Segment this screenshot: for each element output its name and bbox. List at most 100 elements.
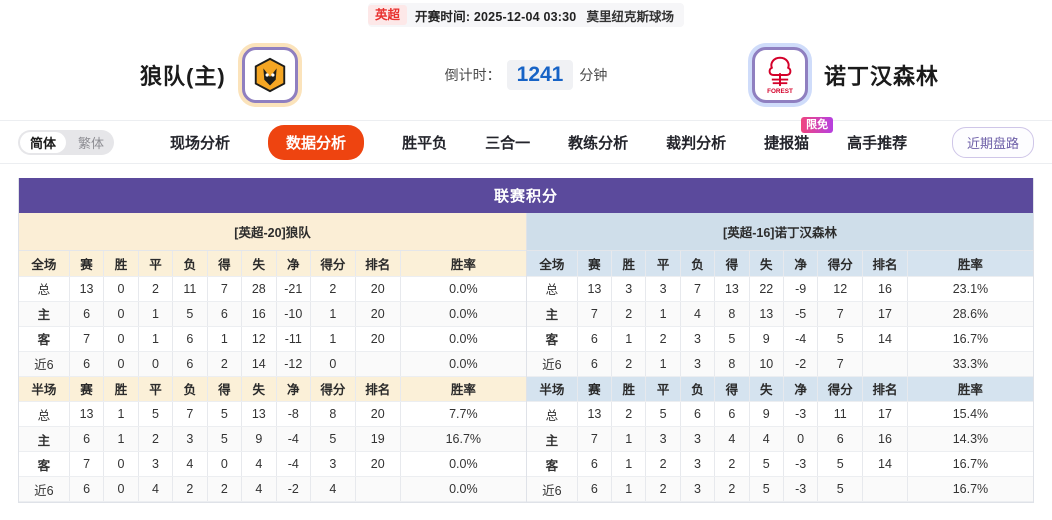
cell-4: 5 [207,426,243,452]
tab-win-draw-lose[interactable]: 胜平负 [402,134,448,152]
tab-jiebao-cat[interactable]: 捷报猫 限免 [764,116,834,153]
cell-0: 7 [69,451,105,477]
cell-1: 1 [611,451,647,477]
cell-1: 2 [611,351,647,377]
cell-5: 13 [749,301,784,327]
tab-three-in-one[interactable]: 三合一 [485,134,531,152]
cell-3: 3 [680,451,716,477]
column-header-5: 得 [714,251,750,277]
cell-3: 7 [680,276,716,302]
cell-6: -2 [276,476,311,502]
cell-8 [862,476,908,502]
table-row: 主 7 1 3 3 4 4 0 6 16 14.3% [527,426,1033,452]
column-header-8: 得分 [310,376,356,402]
cell-8: 20 [355,301,401,327]
column-header-6: 失 [749,376,784,402]
table-header-row: 半场赛胜平负得失净得分 排名 胜率 [527,376,1033,402]
tab-data-analysis[interactable]: 数据分析 [268,124,365,160]
cell-4: 7 [207,276,243,302]
cell-1: 1 [103,426,139,452]
cell-1: 0 [103,351,139,377]
cell-9: 23.1% [907,276,1033,302]
cell-8: 16 [862,426,908,452]
column-header-3: 平 [138,376,174,402]
cell-3: 3 [680,326,716,352]
cell-2: 5 [138,401,174,427]
cell-1: 1 [611,326,647,352]
cell-7: 2 [310,276,356,302]
language-toggle[interactable]: 简体 繁体 [18,129,115,155]
cell-5: 4 [241,476,277,502]
cell-3: 2 [172,476,208,502]
tab-live-analysis[interactable]: 现场分析 [170,134,231,152]
stats-table-home-fulltime: 全场赛胜平负得失净得分 排名 胜率总 13 0 2 11 7 28 -21 2 20 0.0% 主 6 0 1 5… [19,251,526,377]
cell-2: 0 [138,351,174,377]
lang-simplified[interactable]: 简体 [20,131,67,153]
table-row: 客 6 1 2 3 5 9 -4 5 14 16.7% [527,326,1033,352]
cell-0: 13 [69,276,105,302]
cell-7: 1 [310,326,356,352]
cell-4: 0 [207,451,243,477]
cell-0: 13 [69,401,105,427]
column-header-1: 赛 [577,251,613,277]
column-header-4: 负 [172,251,208,277]
cell-0: 6 [577,326,613,352]
cell-8: 17 [862,401,908,427]
column-header-10: 胜率 [907,251,1033,277]
cell-2: 2 [138,426,174,452]
cell-8: 20 [355,276,401,302]
league-standings-panel: 联赛积分 [英超-20]狼队 全场赛胜平负得失净得分 排名 胜率总 13 0 2 11 7 28… [18,178,1034,503]
cell-5: 16 [241,301,277,327]
cell-5: 9 [749,326,784,352]
cell-3: 3 [680,351,716,377]
row-label: 总 [527,401,578,427]
column-header-2: 胜 [103,251,139,277]
recent-odds-button[interactable]: 近期盘路 [951,126,1034,158]
column-header-10: 胜率 [400,251,526,277]
table-row: 总 13 2 5 6 6 9 -3 11 17 15.4% [527,401,1033,427]
home-team[interactable]: 狼队(主) [140,47,298,103]
cell-0: 6 [577,451,613,477]
away-standings: [英超-16]诺丁汉森林 全场赛胜平负得失净得分 排名 胜率总 13 3 3 7 13 22 -9… [526,213,1033,502]
cell-7: 5 [817,326,864,352]
column-header-6: 失 [749,251,784,277]
row-label: 主 [19,301,70,327]
cell-9: 16.7% [907,326,1033,352]
away-team[interactable]: FOREST 诺丁汉森林 [752,47,939,103]
cell-2: 2 [645,326,681,352]
cell-6: -11 [276,326,311,352]
column-header-3: 平 [138,251,174,277]
match-meta-row: 英超 开赛时间: 2025-12-04 03:30 莫里纽克斯球场 [0,0,1052,30]
column-header-7: 净 [783,251,819,277]
kickoff-time: 开赛时间: 2025-12-04 03:30 [415,9,577,24]
table-row: 近6 6 0 0 6 2 14 -12 0 0.0% [19,351,526,377]
cell-9: 0.0% [400,451,526,477]
cell-6: -12 [276,351,311,377]
lang-traditional[interactable]: 繁体 [78,135,105,151]
tab-coach-analysis[interactable]: 教练分析 [568,134,629,152]
cell-6: -3 [783,401,819,427]
tab-expert-picks[interactable]: 高手推荐 [847,134,908,152]
table-header-row: 半场赛胜平负得失净得分 排名 胜率 [19,376,526,402]
cell-9: 14.3% [907,426,1033,452]
cell-5: 14 [241,351,277,377]
column-header-1: 赛 [577,376,613,402]
column-header-4: 负 [680,376,716,402]
cell-8: 17 [862,301,908,327]
cell-2: 2 [138,276,174,302]
tab-referee-analysis[interactable]: 裁判分析 [666,134,727,152]
countdown-label: 倒计时： [444,67,501,83]
column-header-4: 负 [680,251,716,277]
cell-9: 0.0% [400,351,526,377]
cell-4: 8 [714,301,750,327]
table-row: 主 6 0 1 5 6 16 -10 1 20 0.0% [19,301,526,327]
cell-1: 0 [103,276,139,302]
stats-table-away-fulltime: 全场赛胜平负得失净得分 排名 胜率总 13 3 3 7 13 22 -9 12 16 23.1% 主 7 2 1… [527,251,1033,377]
column-header-0: 全场 [527,251,578,277]
row-label: 近6 [19,351,70,377]
column-header-5: 得 [714,376,750,402]
cell-9: 7.7% [400,401,526,427]
table-header-row: 全场赛胜平负得失净得分 排名 胜率 [527,251,1033,277]
column-header-8: 得分 [310,251,356,277]
cell-6: -5 [783,301,819,327]
